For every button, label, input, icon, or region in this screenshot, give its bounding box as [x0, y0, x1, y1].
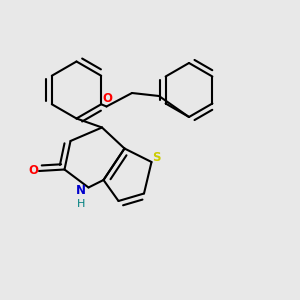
- Text: N: N: [76, 184, 86, 197]
- Text: O: O: [28, 164, 38, 178]
- Text: S: S: [152, 151, 160, 164]
- Text: O: O: [102, 92, 112, 106]
- Text: H: H: [77, 199, 85, 209]
